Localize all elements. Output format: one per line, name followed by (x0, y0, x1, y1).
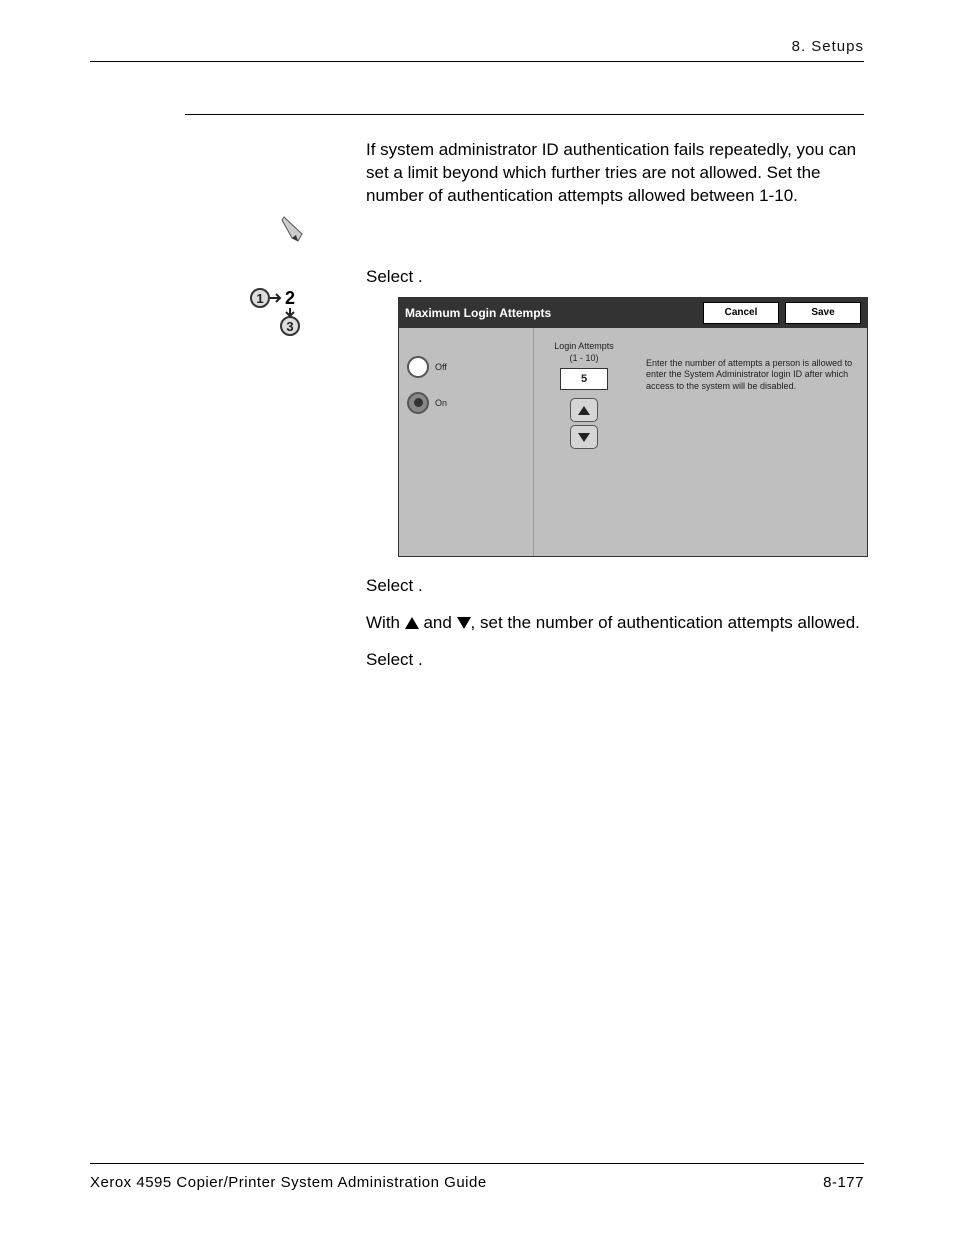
radio-panel: Off On (399, 328, 534, 556)
down-arrow-icon (457, 617, 471, 629)
svg-text:2: 2 (285, 288, 295, 308)
step-3: With and , set the number of authenticat… (366, 612, 864, 635)
dialog-title: Maximum Login Attempts (405, 305, 697, 321)
radio-on-icon (407, 392, 429, 414)
step-1a: Select (366, 267, 418, 286)
save-button[interactable]: Save (785, 302, 861, 324)
section-rule (185, 114, 864, 115)
radio-off[interactable]: Off (407, 356, 525, 378)
spinner-value: 5 (560, 368, 608, 390)
steps-123-icon: 1 2 3 (250, 286, 306, 336)
page-number: 8-177 (823, 1174, 864, 1191)
step-1: Select . (366, 266, 864, 289)
cancel-button[interactable]: Cancel (703, 302, 779, 324)
note-icon (278, 214, 308, 244)
radio-off-icon (407, 356, 429, 378)
step-3c: , set the number of authentication attem… (471, 613, 860, 632)
spinner-down-button[interactable] (570, 425, 598, 449)
step-4: Select . (366, 649, 864, 672)
radio-on[interactable]: On (407, 392, 525, 414)
step-3a: With (366, 613, 405, 632)
footer-title: Xerox 4595 Copier/Printer System Adminis… (90, 1174, 487, 1191)
chapter-header: 8. Setups (90, 38, 864, 62)
up-arrow-icon (405, 617, 419, 629)
spinner-label: Login Attempts (534, 340, 634, 352)
svg-text:1: 1 (256, 291, 263, 306)
step-2: Select . (366, 575, 864, 598)
arrow-down-icon (578, 433, 590, 442)
spinner-range: (1 - 10) (534, 352, 634, 364)
description-text: Enter the number of attempts a person is… (634, 328, 867, 556)
radio-off-label: Off (435, 361, 447, 373)
dialog-titlebar: Maximum Login Attempts Cancel Save (399, 298, 867, 328)
intro-text: If system administrator ID authenticatio… (366, 139, 864, 208)
step-3b: and (419, 613, 457, 632)
arrow-up-icon (578, 406, 590, 415)
spinner-panel: Login Attempts (1 - 10) 5 (534, 328, 634, 556)
spinner-up-button[interactable] (570, 398, 598, 422)
svg-text:3: 3 (286, 319, 293, 334)
radio-on-label: On (435, 397, 447, 409)
ui-screenshot: Maximum Login Attempts Cancel Save Off O… (398, 297, 868, 557)
step-1b: . (418, 267, 423, 286)
